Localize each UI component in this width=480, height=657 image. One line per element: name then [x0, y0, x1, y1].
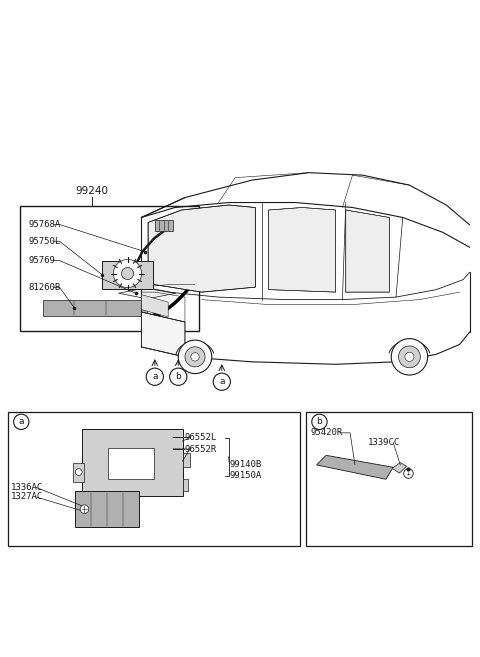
Text: 95768A: 95768A	[28, 220, 60, 229]
Polygon shape	[119, 288, 176, 299]
Text: 1336AC: 1336AC	[11, 483, 44, 492]
Text: a: a	[219, 377, 225, 386]
Circle shape	[191, 353, 199, 361]
Bar	[20, 206, 199, 331]
Text: 95769: 95769	[28, 256, 55, 265]
Circle shape	[178, 340, 212, 374]
Text: b: b	[175, 373, 181, 381]
Text: 95420R: 95420R	[311, 428, 343, 438]
Text: 1339CC: 1339CC	[368, 438, 400, 447]
Bar	[82, 429, 182, 496]
Polygon shape	[392, 463, 407, 473]
Text: 81260B: 81260B	[28, 283, 60, 292]
Polygon shape	[148, 205, 255, 292]
Text: 99240: 99240	[75, 186, 108, 196]
Polygon shape	[317, 455, 393, 479]
Circle shape	[405, 352, 414, 361]
Circle shape	[146, 368, 163, 386]
Bar	[8, 412, 300, 546]
Bar	[102, 261, 153, 288]
Circle shape	[80, 505, 89, 514]
Circle shape	[169, 368, 187, 386]
Text: 99150A: 99150A	[229, 472, 262, 480]
Bar	[182, 453, 190, 467]
Circle shape	[75, 468, 82, 476]
Circle shape	[13, 414, 29, 430]
Text: b: b	[317, 417, 323, 426]
Circle shape	[121, 267, 133, 280]
Circle shape	[398, 346, 420, 368]
Circle shape	[404, 468, 413, 478]
Text: a: a	[19, 417, 24, 426]
Bar	[306, 412, 472, 546]
Circle shape	[312, 414, 327, 430]
Polygon shape	[269, 208, 336, 292]
Text: 99140B: 99140B	[229, 460, 262, 469]
Bar	[108, 448, 154, 479]
Text: a: a	[152, 373, 157, 381]
Text: 1327AC: 1327AC	[11, 493, 44, 501]
Text: 95750L: 95750L	[28, 237, 60, 246]
Bar	[73, 463, 84, 482]
Circle shape	[185, 347, 205, 367]
Bar	[182, 479, 188, 491]
Bar	[155, 219, 173, 231]
Polygon shape	[142, 294, 168, 317]
Polygon shape	[346, 210, 389, 292]
Text: 96552L: 96552L	[185, 433, 217, 442]
Polygon shape	[142, 312, 185, 357]
Circle shape	[391, 338, 428, 375]
Bar	[75, 491, 140, 527]
Circle shape	[113, 260, 142, 288]
Bar	[43, 300, 147, 316]
Text: 96552R: 96552R	[185, 445, 217, 453]
Circle shape	[213, 373, 230, 390]
